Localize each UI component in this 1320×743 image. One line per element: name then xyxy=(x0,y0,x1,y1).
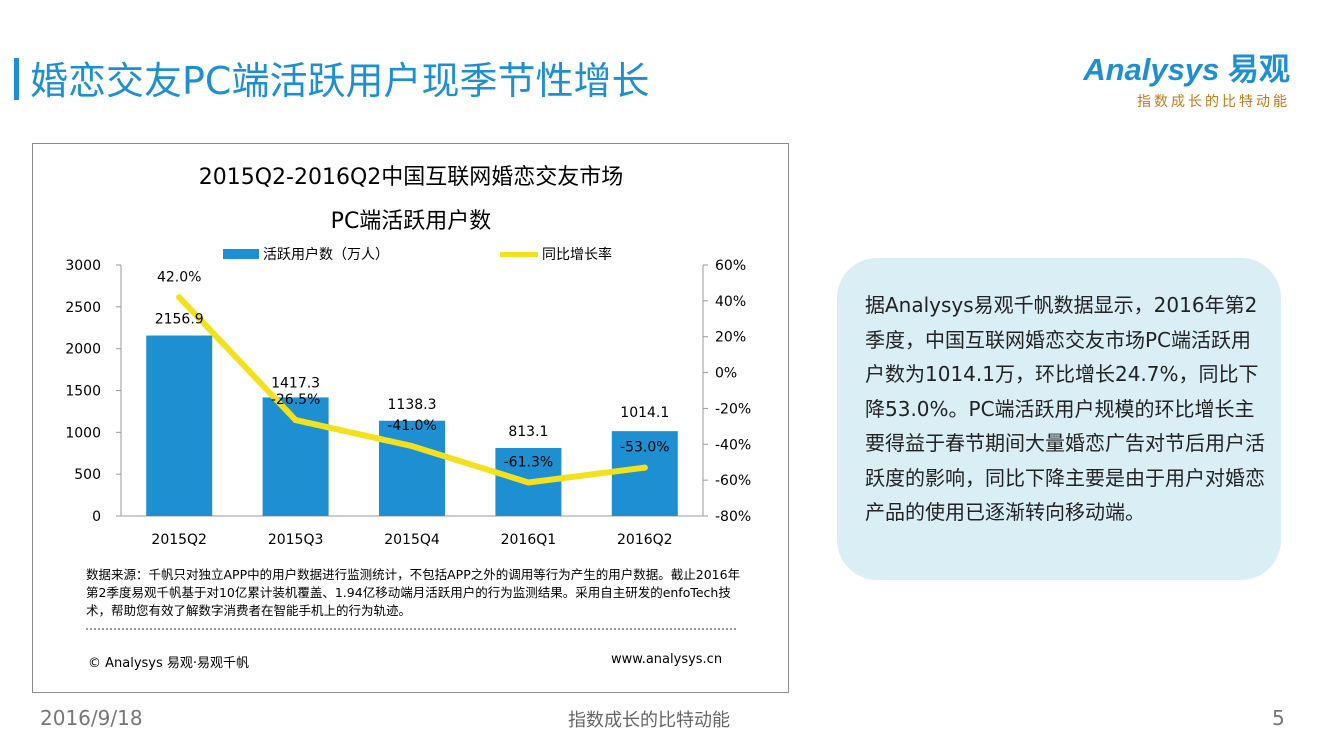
growth-rate-label: -61.3% xyxy=(504,454,554,470)
bar-value-label: 813.1 xyxy=(508,424,548,440)
footer-date: 2016/9/18 xyxy=(40,706,143,730)
bar-value-label: 1138.3 xyxy=(388,397,437,413)
right-axis-tick-label: -20% xyxy=(715,401,751,417)
left-axis-tick-label: 500 xyxy=(74,467,101,483)
bar-value-label: 1417.3 xyxy=(271,375,320,391)
x-axis-category-label: 2015Q4 xyxy=(384,532,440,548)
right-axis-tick-label: 60% xyxy=(715,258,746,274)
bar-value-label: 2156.9 xyxy=(155,312,204,328)
summary-text: 据Analysys易观千帆数据显示，2016年第2季度，中国互联网婚恋交友市场P… xyxy=(865,293,1265,524)
logo-slogan: 指数成长的比特动能 xyxy=(1137,94,1290,110)
growth-rate-label: -41.0% xyxy=(387,418,437,434)
bar-2016Q2 xyxy=(611,431,678,516)
x-axis-category-label: 2015Q2 xyxy=(151,532,207,548)
right-axis-tick-label: 20% xyxy=(715,330,746,346)
legend-line-label: 同比增长率 xyxy=(542,246,612,263)
logo-brand-cn: 易观 xyxy=(1228,52,1290,88)
bar-value-label: 1014.1 xyxy=(620,405,669,421)
growth-rate-point-2015Q4 xyxy=(409,443,415,450)
legend-bar-swatch xyxy=(223,249,259,259)
copyright-text: © Analysys 易观·易观千帆 xyxy=(88,656,250,671)
growth-rate-point-2016Q1 xyxy=(525,479,532,486)
growth-rate-label: 42.0% xyxy=(157,269,201,285)
left-axis-tick-label: 1500 xyxy=(65,384,101,400)
page-number: 5 xyxy=(1272,706,1285,730)
bar-2015Q3 xyxy=(262,397,329,516)
left-axis-tick-label: 2500 xyxy=(65,300,101,316)
left-axis-tick-label: 2000 xyxy=(65,342,101,358)
legend-bar-label: 活跃用户数（万人） xyxy=(263,246,389,263)
chart-title-line2: PC端活跃用户数 xyxy=(331,209,492,234)
title-accent-bar xyxy=(14,58,19,100)
growth-rate-label: -53.0% xyxy=(620,440,670,456)
right-axis-tick-label: 40% xyxy=(715,294,746,310)
page-title: 婚恋交友PC端活跃用户现季节性增长 xyxy=(30,59,650,103)
left-axis-tick-label: 1000 xyxy=(65,425,101,441)
analysys-logo: Analysys 易观 指数成长的比特动能 xyxy=(1060,44,1290,114)
chart-panel: 2015Q2-2016Q2中国互联网婚恋交友市场 PC端活跃用户数活跃用户数（万人… xyxy=(32,143,789,693)
left-axis-tick-label: 3000 xyxy=(65,258,101,274)
right-axis-tick-label: 0% xyxy=(715,366,737,382)
dotted-divider xyxy=(86,628,736,630)
logo-brand: Analysys xyxy=(1083,52,1220,87)
growth-rate-point-2016Q2 xyxy=(641,464,648,471)
growth-rate-label: -26.5% xyxy=(271,392,321,408)
source-note: 数据来源：千帆只对独立APP中的用户数据进行监测统计，不包括APP之外的调用等行… xyxy=(86,567,741,618)
x-axis-category-label: 2016Q2 xyxy=(617,532,673,548)
right-axis-tick-label: -80% xyxy=(715,509,751,525)
bar-line-chart: 2015Q2-2016Q2中国互联网婚恋交友市场 PC端活跃用户数活跃用户数（万人… xyxy=(65,165,751,548)
chart-title-line1: 2015Q2-2016Q2中国互联网婚恋交友市场 xyxy=(199,165,624,190)
left-axis-tick-label: 0 xyxy=(92,509,101,525)
growth-rate-point-2015Q3 xyxy=(292,417,299,424)
bar-2015Q2 xyxy=(146,335,213,516)
right-axis-tick-label: -60% xyxy=(715,473,751,489)
legend-line-swatch xyxy=(500,252,538,257)
right-axis-tick-label: -40% xyxy=(715,437,751,453)
footer-slogan: 指数成长的比特动能 xyxy=(568,710,730,731)
x-axis-category-label: 2016Q1 xyxy=(501,532,557,548)
growth-rate-point-2015Q2 xyxy=(176,294,183,301)
bar-2015Q4 xyxy=(379,420,445,516)
summary-callout: 据Analysys易观千帆数据显示，2016年第2季度，中国互联网婚恋交友市场P… xyxy=(837,258,1281,580)
x-axis-category-label: 2015Q3 xyxy=(268,532,324,548)
website-link[interactable]: www.analysys.cn xyxy=(611,652,723,667)
